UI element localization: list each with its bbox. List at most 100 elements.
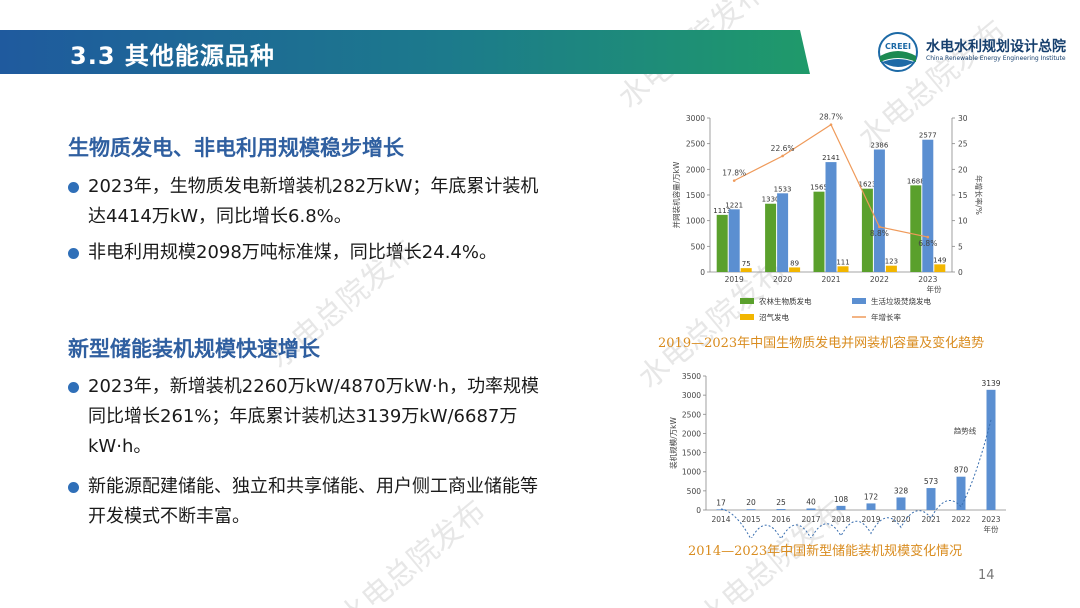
growth-rate-point bbox=[732, 179, 736, 182]
y2-tick-label: 0 bbox=[958, 268, 963, 277]
y-tick-label: 2500 bbox=[682, 410, 701, 419]
legend-swatch bbox=[740, 298, 754, 304]
bar-value-label: 111 bbox=[836, 258, 849, 266]
bullet-text: 达4414万kW，同比增长6.8%。 bbox=[88, 206, 352, 227]
bar-value-label: 172 bbox=[864, 492, 879, 501]
y2-tick-label: 15 bbox=[958, 191, 968, 200]
bullet-text: 2023年，新增装机2260万kW/4870万kW·h，功率规模 bbox=[88, 376, 540, 397]
x-tick-label: 2018 bbox=[831, 515, 850, 524]
growth-rate-point bbox=[781, 154, 784, 158]
bar-农林生物质发电 bbox=[910, 185, 922, 272]
org-name-cn: 水电水利规划设计总院 bbox=[926, 39, 1066, 55]
growth-rate-label: 6.8% bbox=[918, 239, 937, 248]
x-tick-label: 2020 bbox=[891, 515, 910, 524]
bar-value-label: 89 bbox=[790, 259, 799, 267]
bar-沼气发电 bbox=[885, 265, 897, 272]
bar-value-label: 108 bbox=[834, 495, 849, 504]
y-tick-label: 1000 bbox=[686, 217, 705, 226]
y-tick-label: 1000 bbox=[682, 468, 701, 477]
trend-line bbox=[720, 419, 992, 538]
y-axis-title: 并网装机容量/万kW bbox=[671, 161, 681, 228]
storage-bar bbox=[926, 488, 936, 510]
bar-生活垃圾焚烧发电 bbox=[728, 209, 740, 272]
storage-chart: 0 500 1000 1500 2000 2500 3000 3500 装机规模/万kW 17 20… bbox=[668, 372, 1006, 538]
storage-bar bbox=[776, 509, 786, 510]
bar-value-label: 870 bbox=[954, 466, 969, 475]
storage-bar bbox=[896, 497, 906, 510]
section1-heading: 生物质发电、非电利用规模稳步增长 bbox=[68, 136, 404, 160]
bar-value-label: 2386 bbox=[870, 142, 888, 150]
bar-value-label: 1533 bbox=[774, 185, 792, 193]
y-tick-label: 0 bbox=[696, 506, 701, 515]
x-tick-label: 2022 bbox=[870, 275, 889, 284]
growth-rate-label: 17.8% bbox=[722, 169, 746, 178]
org-name-en: China Renewable Energy Engineering Insti… bbox=[926, 55, 1066, 62]
x-tick-label: 2020 bbox=[773, 275, 792, 284]
x-tick-label: 2016 bbox=[771, 515, 790, 524]
y-axis-title: 装机规模/万kW bbox=[668, 417, 678, 469]
bar-生活垃圾焚烧发电 bbox=[777, 193, 789, 272]
bar-value-label: 123 bbox=[885, 258, 898, 266]
section1-bullet-1: 2023年，生物质发电新增装机282万kW；年底累计装机 达4414万kW，同比… bbox=[68, 172, 608, 232]
growth-rate-label: 8.8% bbox=[870, 229, 889, 238]
legend-label: 沼气发电 bbox=[759, 312, 789, 322]
bar-value-label: 17 bbox=[716, 498, 726, 507]
biomass-chart: 0 500 1000 1500 2000 2500 3000 0 5 10 15 20 25 30 并网装机… bbox=[671, 113, 984, 322]
bar-value-label: 20 bbox=[746, 498, 756, 507]
section2-bullet-2: 新能源配建储能、独立和共享储能、用户侧工商业储能等 开发模式不断丰富。 bbox=[68, 472, 608, 532]
bar-value-label: 1565 bbox=[810, 184, 828, 192]
bar-value-label: 40 bbox=[806, 497, 816, 506]
bar-value-label: 1688 bbox=[907, 177, 925, 185]
y-tick-label: 500 bbox=[687, 487, 702, 496]
trend-line-label: 趋势线 bbox=[954, 425, 977, 435]
x-tick-label: 2015 bbox=[741, 515, 760, 524]
bar-value-label: 25 bbox=[776, 498, 786, 507]
y-tick-label: 2000 bbox=[686, 165, 705, 174]
legend-swatch bbox=[852, 298, 866, 304]
y-tick-label: 2500 bbox=[686, 140, 705, 149]
storage-bar bbox=[986, 389, 996, 510]
x-tick-label: 2023 bbox=[918, 275, 937, 284]
x-tick-label: 2022 bbox=[951, 515, 970, 524]
x-tick-label: 2021 bbox=[921, 515, 940, 524]
bullet-text: 新能源配建储能、独立和共享储能、用户侧工商业储能等 bbox=[88, 476, 538, 497]
chart1-caption: 2019—2023年中国生物质发电并网装机容量及变化趋势 bbox=[658, 336, 985, 351]
bullet-text: 2023年，生物质发电新增装机282万kW；年底累计装机 bbox=[88, 176, 539, 197]
growth-rate-point bbox=[829, 123, 833, 126]
bullet-text: 开发模式不断丰富。 bbox=[88, 506, 250, 527]
x-tick-label: 2019 bbox=[861, 515, 880, 524]
bar-value-label: 149 bbox=[933, 256, 946, 264]
bar-农林生物质发电 bbox=[861, 188, 873, 272]
y-tick-label: 0 bbox=[700, 268, 705, 277]
y-tick-label: 3500 bbox=[682, 372, 701, 381]
chart2-caption: 2014—2023年中国新型储能装机规模变化情况 bbox=[688, 544, 963, 559]
bar-生活垃圾焚烧发电 bbox=[873, 149, 885, 272]
bullet-dot bbox=[68, 482, 79, 493]
bar-沼气发电 bbox=[934, 264, 946, 272]
bar-沼气发电 bbox=[789, 267, 801, 272]
bar-value-label: 3139 bbox=[981, 379, 1000, 388]
bar-农林生物质发电 bbox=[813, 191, 825, 272]
bar-value-label: 1623 bbox=[858, 181, 876, 189]
growth-rate-point bbox=[926, 235, 930, 239]
x-tick-label: 2014 bbox=[711, 515, 730, 524]
section2-heading: 新型储能装机规模快速增长 bbox=[68, 337, 320, 361]
bar-value-label: 573 bbox=[924, 477, 939, 486]
section1-bullet-2: 非电利用规模2098万吨标准煤，同比增长24.4%。 bbox=[68, 238, 608, 268]
storage-bar bbox=[866, 503, 876, 510]
bar-value-label: 1221 bbox=[725, 201, 743, 209]
y2-tick-label: 20 bbox=[958, 165, 968, 174]
storage-bar bbox=[716, 509, 726, 510]
bar-value-label: 1330 bbox=[762, 196, 780, 204]
x-tick-label: 2021 bbox=[821, 275, 840, 284]
bullet-text: 同比增长261%；年底累计装机达3139万kW/6687万 bbox=[88, 406, 518, 427]
y2-axis-title: 年增长率/% bbox=[974, 175, 984, 215]
bar-生活垃圾焚烧发电 bbox=[922, 139, 934, 272]
storage-bar bbox=[836, 505, 846, 510]
legend-label: 生活垃圾焚烧发电 bbox=[871, 296, 931, 306]
bar-农林生物质发电 bbox=[716, 214, 728, 272]
bar-value-label: 2141 bbox=[822, 154, 840, 162]
legend-label: 农林生物质发电 bbox=[759, 296, 812, 306]
bar-沼气发电 bbox=[837, 266, 849, 272]
bullet-dot bbox=[68, 182, 79, 193]
